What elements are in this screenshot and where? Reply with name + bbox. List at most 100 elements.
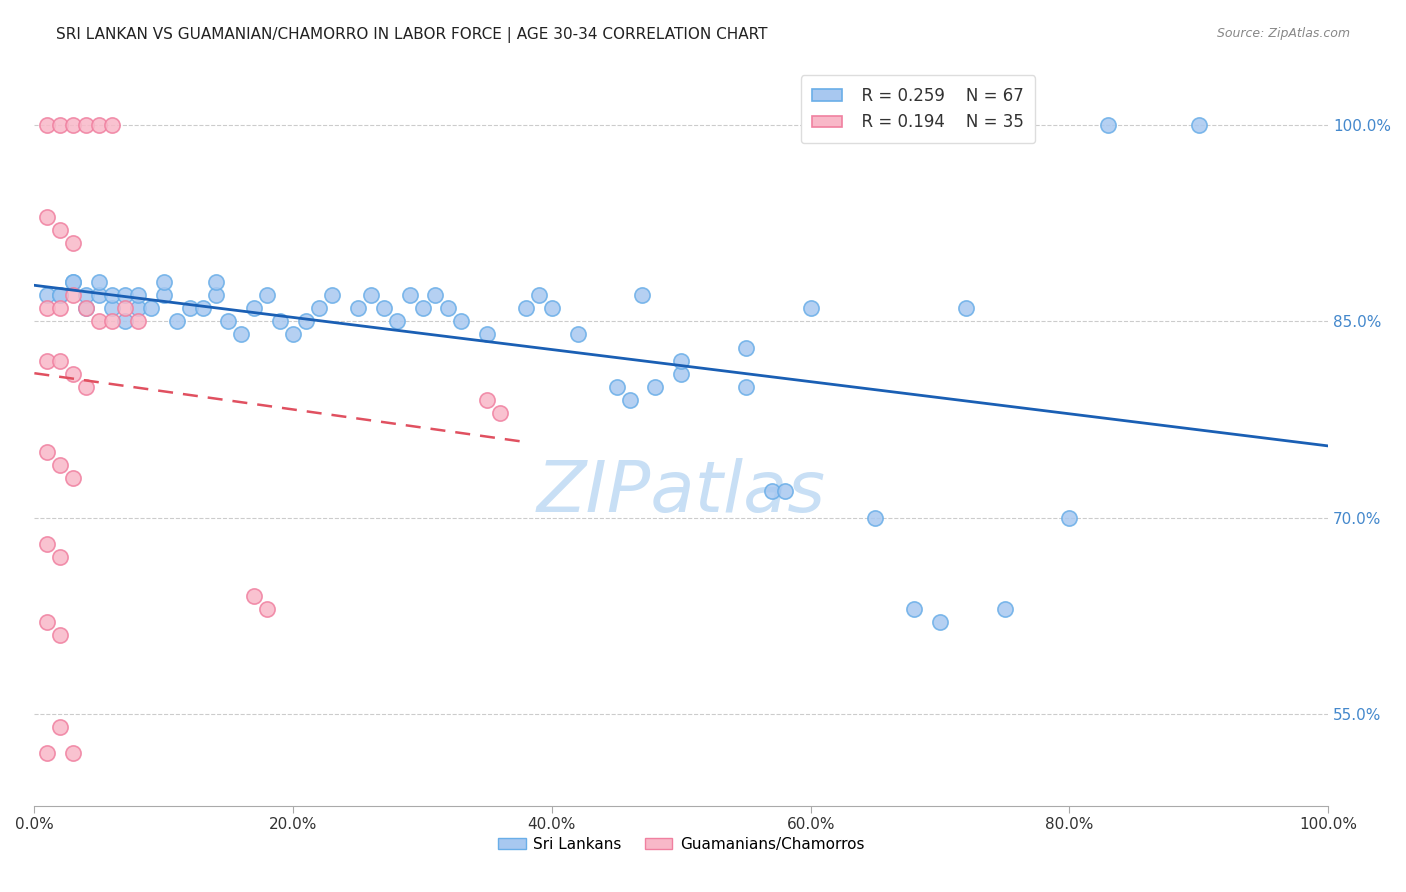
Point — [1097, 118, 1119, 132]
Point — [256, 602, 278, 616]
Point — [437, 301, 460, 316]
Point — [49, 118, 72, 132]
Point — [152, 288, 174, 302]
Point — [243, 301, 266, 316]
Point — [606, 380, 628, 394]
Point — [49, 720, 72, 734]
Point — [360, 288, 382, 302]
Point — [631, 288, 654, 302]
Point — [37, 445, 59, 459]
Point — [515, 301, 537, 316]
Point — [101, 288, 124, 302]
Point — [671, 367, 693, 381]
Point — [243, 589, 266, 603]
Point — [75, 301, 97, 316]
Text: ZIPatlas: ZIPatlas — [537, 458, 825, 527]
Text: SRI LANKAN VS GUAMANIAN/CHAMORRO IN LABOR FORCE | AGE 30-34 CORRELATION CHART: SRI LANKAN VS GUAMANIAN/CHAMORRO IN LABO… — [56, 27, 768, 43]
Point — [62, 118, 84, 132]
Text: Source: ZipAtlas.com: Source: ZipAtlas.com — [1216, 27, 1350, 40]
Point — [139, 301, 162, 316]
Point — [179, 301, 201, 316]
Point — [49, 288, 72, 302]
Point — [527, 288, 550, 302]
Point — [281, 327, 304, 342]
Point — [321, 288, 343, 302]
Point — [217, 314, 239, 328]
Point — [671, 353, 693, 368]
Point — [398, 288, 420, 302]
Point — [114, 301, 136, 316]
Point — [346, 301, 368, 316]
Point — [87, 275, 110, 289]
Point — [101, 118, 124, 132]
Point — [761, 484, 783, 499]
Point — [477, 392, 499, 407]
Point — [308, 301, 330, 316]
Point — [62, 367, 84, 381]
Point — [903, 602, 925, 616]
Point — [75, 118, 97, 132]
Point — [1188, 118, 1211, 132]
Point — [865, 510, 887, 524]
Point — [49, 301, 72, 316]
Point — [114, 314, 136, 328]
Point — [152, 275, 174, 289]
Point — [204, 288, 226, 302]
Point — [166, 314, 188, 328]
Point — [800, 301, 823, 316]
Point — [75, 301, 97, 316]
Point — [49, 223, 72, 237]
Legend:   R = 0.259    N = 67,   R = 0.194    N = 35: R = 0.259 N = 67, R = 0.194 N = 35 — [800, 76, 1035, 143]
Point — [37, 118, 59, 132]
Point — [49, 458, 72, 473]
Point — [269, 314, 291, 328]
Point — [541, 301, 564, 316]
Point — [37, 615, 59, 630]
Point — [75, 288, 97, 302]
Point — [87, 314, 110, 328]
Point — [127, 314, 149, 328]
Point — [37, 537, 59, 551]
Point — [425, 288, 447, 302]
Point — [231, 327, 253, 342]
Point — [37, 210, 59, 224]
Point — [412, 301, 434, 316]
Point — [101, 301, 124, 316]
Point — [49, 549, 72, 564]
Point — [619, 392, 641, 407]
Point — [37, 288, 59, 302]
Point — [191, 301, 214, 316]
Point — [477, 327, 499, 342]
Point — [735, 341, 758, 355]
Point — [37, 353, 59, 368]
Point — [955, 301, 977, 316]
Point — [127, 301, 149, 316]
Point — [256, 288, 278, 302]
Point — [114, 288, 136, 302]
Point — [1059, 510, 1081, 524]
Point — [295, 314, 318, 328]
Point — [644, 380, 666, 394]
Point — [735, 380, 758, 394]
Point — [373, 301, 395, 316]
Point — [75, 380, 97, 394]
Point — [62, 235, 84, 250]
Point — [489, 406, 512, 420]
Point — [929, 615, 952, 630]
Point — [37, 746, 59, 760]
Point — [385, 314, 408, 328]
Point — [62, 275, 84, 289]
Point — [49, 628, 72, 642]
Point — [62, 471, 84, 485]
Point — [567, 327, 589, 342]
Point — [101, 314, 124, 328]
Point — [49, 288, 72, 302]
Point — [450, 314, 472, 328]
Point — [49, 353, 72, 368]
Point — [773, 484, 796, 499]
Point — [994, 602, 1017, 616]
Point — [37, 301, 59, 316]
Point — [62, 746, 84, 760]
Point — [87, 118, 110, 132]
Point — [62, 275, 84, 289]
